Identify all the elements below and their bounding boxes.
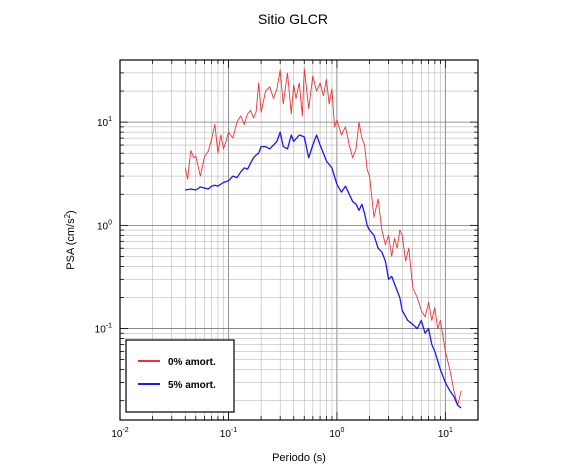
y-tick-label: 10-1 [95, 323, 112, 336]
plot-frame [119, 59, 479, 421]
x-tick-exp: 1 [449, 427, 453, 434]
y-axis-label-main: PSA (cm/s [65, 218, 77, 270]
y-tick-exp: 0 [108, 219, 112, 226]
x-tick-base: 10 [111, 429, 123, 440]
y-tick-label: 101 [97, 116, 112, 129]
x-tick-base: 10 [220, 429, 232, 440]
y-tick-base: 10 [95, 325, 107, 336]
y-tick-exp: -1 [106, 323, 112, 330]
y-axis-label: PSA (cm/s2) [63, 210, 77, 269]
y-axis-label-sup: 2 [63, 213, 72, 218]
y-tick-base: 10 [97, 118, 109, 129]
x-tick-label: 100 [329, 427, 344, 440]
x-tick-base: 10 [329, 429, 341, 440]
legend: 0% amort. 5% amort. [125, 339, 235, 413]
y-tick-exp: 1 [108, 116, 112, 123]
axis-ticks [119, 59, 479, 420]
x-tick-exp: -2 [122, 427, 128, 434]
x-tick-label: 101 [438, 427, 453, 440]
legend-label-0: 0% amort. [168, 357, 216, 368]
chart-title: Sitio GLCR [258, 11, 328, 27]
series-group [184, 68, 462, 409]
x-axis-label: Periodo (s) [272, 452, 326, 464]
x-tick-base: 10 [438, 429, 450, 440]
legend-box [125, 339, 235, 413]
series-line-0 [184, 68, 462, 406]
y-tick-base: 10 [97, 221, 109, 232]
y-axis-label-end: ) [65, 210, 77, 214]
x-tick-exp: 0 [341, 427, 345, 434]
y-tick-label: 100 [97, 219, 112, 232]
x-tick-exp: -1 [231, 427, 237, 434]
x-tick-label: 10-1 [220, 427, 237, 440]
series-line-1 [185, 131, 462, 409]
x-tick-label: 10-2 [111, 427, 128, 440]
x-tick-labels: 10-2 10-1 100 101 [111, 427, 453, 440]
legend-label-1: 5% amort. [168, 380, 216, 391]
grid [119, 59, 479, 420]
